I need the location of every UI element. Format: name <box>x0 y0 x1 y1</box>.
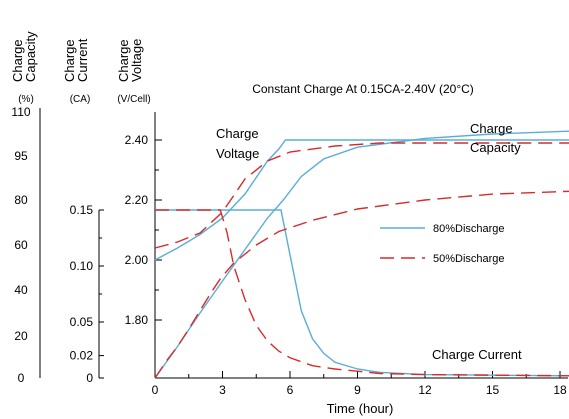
capacity-tick-label: 40 <box>14 283 28 297</box>
voltage-axis-title-word-2: Voltage <box>129 39 144 82</box>
current-unit-label: (CA) <box>70 94 91 105</box>
voltage-tick-label: 1.80 <box>125 313 149 327</box>
capacity-axis-title-word-1: Charge <box>10 39 25 82</box>
voltage-tick-label: 2.00 <box>125 253 149 267</box>
discharge-80-capacity-line <box>154 130 569 379</box>
charge-current-annotation: Charge Current <box>432 347 522 362</box>
charge-voltage-annotation-line-1: Charge <box>216 126 259 141</box>
x-tick-label: 12 <box>418 383 432 397</box>
current-axis-title-word-2: Current <box>75 38 90 82</box>
voltage-tick-label: 2.20 <box>125 193 149 207</box>
current-tick-label: 0.02 <box>70 349 94 363</box>
charge-capacity-annotation-line-2: Capacity <box>470 140 521 155</box>
labels-layer: Constant Charge At 0.15CA-2.40V (20°C) T… <box>10 31 567 416</box>
capacity-tick-label: 0 <box>18 371 25 385</box>
voltage-axis-title-word-1: Charge <box>116 39 131 82</box>
x-tick-label: 18 <box>553 383 567 397</box>
capacity-tick-label: 80 <box>14 193 28 207</box>
x-tick-label: 0 <box>152 383 159 397</box>
x-axis-label: Time (hour) <box>327 401 394 416</box>
capacity-tick-label: 110 <box>11 105 30 119</box>
x-tick-label: 15 <box>486 383 500 397</box>
capacity-tick-label: 60 <box>14 238 28 252</box>
discharge-80-current-line <box>155 209 569 377</box>
x-tick-label: 9 <box>354 383 361 397</box>
current-axis-title-word-1: Charge <box>62 39 77 82</box>
capacity-unit-label: (%) <box>18 94 34 105</box>
capacity-tick-label: 95 <box>14 149 28 163</box>
voltage-unit-label: (V/Cell) <box>117 94 150 105</box>
current-tick-label: 0 <box>86 371 93 385</box>
series-layer <box>154 130 569 379</box>
charge-capacity-annotation-line-1: Charge <box>470 121 513 136</box>
capacity-axis-title-word-2: Capacity <box>23 31 38 82</box>
chart-title: Constant Charge At 0.15CA-2.40V (20°C) <box>252 82 474 96</box>
discharge-50-voltage-line <box>154 142 569 249</box>
discharge-50-capacity-line <box>154 190 569 379</box>
capacity-tick-label: 20 <box>14 329 28 343</box>
legend-label-1: 80%Discharge <box>433 223 505 235</box>
legend-label-2: 50%Discharge <box>433 253 505 265</box>
x-tick-label: 3 <box>219 383 226 397</box>
x-tick-label: 6 <box>287 383 294 397</box>
charge-voltage-annotation-line-2: Voltage <box>216 146 259 161</box>
current-tick-label: 0.10 <box>70 259 94 273</box>
discharge-50-current-line <box>155 209 569 377</box>
voltage-tick-label: 2.40 <box>125 133 149 147</box>
current-tick-label: 0.05 <box>70 315 94 329</box>
current-tick-label: 0.15 <box>70 203 94 217</box>
discharge-80-voltage-line <box>154 139 569 261</box>
